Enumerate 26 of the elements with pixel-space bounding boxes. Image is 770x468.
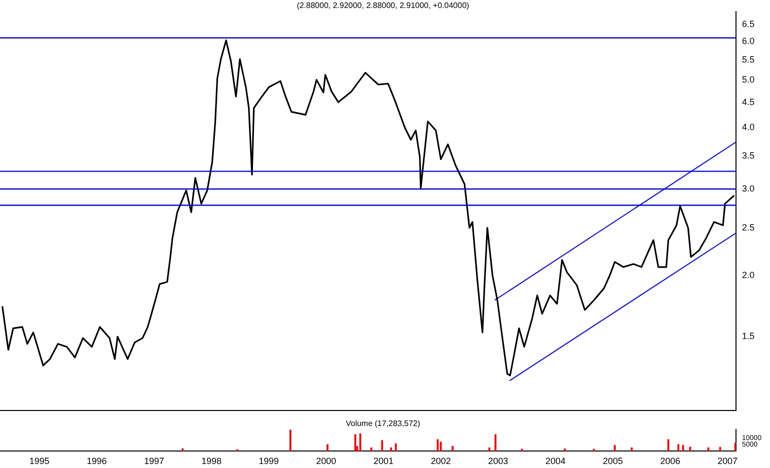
x-tick-label: 2000 [316, 456, 336, 466]
y-tick-label: 5.5 [742, 54, 755, 64]
x-tick-label: 1995 [29, 456, 50, 466]
chart-title: (2.88000, 2.92000, 2.88000, 2.91000, +0.04000) [296, 1, 470, 10]
y-tick-label: 2.0 [742, 270, 755, 280]
x-tick-label: 2006 [660, 456, 680, 466]
x-tick-label: 2005 [602, 456, 623, 466]
y-tick-label: 2.5 [742, 222, 755, 232]
x-tick-label: 2004 [545, 456, 566, 466]
y-tick-label: 1.5 [742, 331, 755, 342]
y-tick-label: 3.0 [742, 183, 755, 194]
y-tick-label: 3.5 [742, 150, 755, 161]
x-tick-label: 2001 [374, 456, 394, 466]
y-tick-label: 5.0 [742, 74, 755, 85]
chart-title: Volume (17,283,572) [346, 419, 420, 428]
y-tick-label: 4.0 [742, 122, 755, 132]
x-tick-label: 2007 [718, 456, 738, 466]
x-tick-label: 1998 [201, 456, 222, 466]
x-tick-label: 1997 [144, 456, 164, 466]
x-tick-label: 1999 [258, 456, 279, 466]
y-tick-label: 6.5 [742, 18, 755, 29]
y-tick-label: 4.5 [742, 97, 755, 108]
y-tick-label: 6.0 [742, 36, 755, 46]
x-tick-label: 2003 [488, 456, 508, 466]
x-tick-label: 1996 [86, 456, 107, 466]
x-tick-label: 2002 [430, 456, 451, 466]
